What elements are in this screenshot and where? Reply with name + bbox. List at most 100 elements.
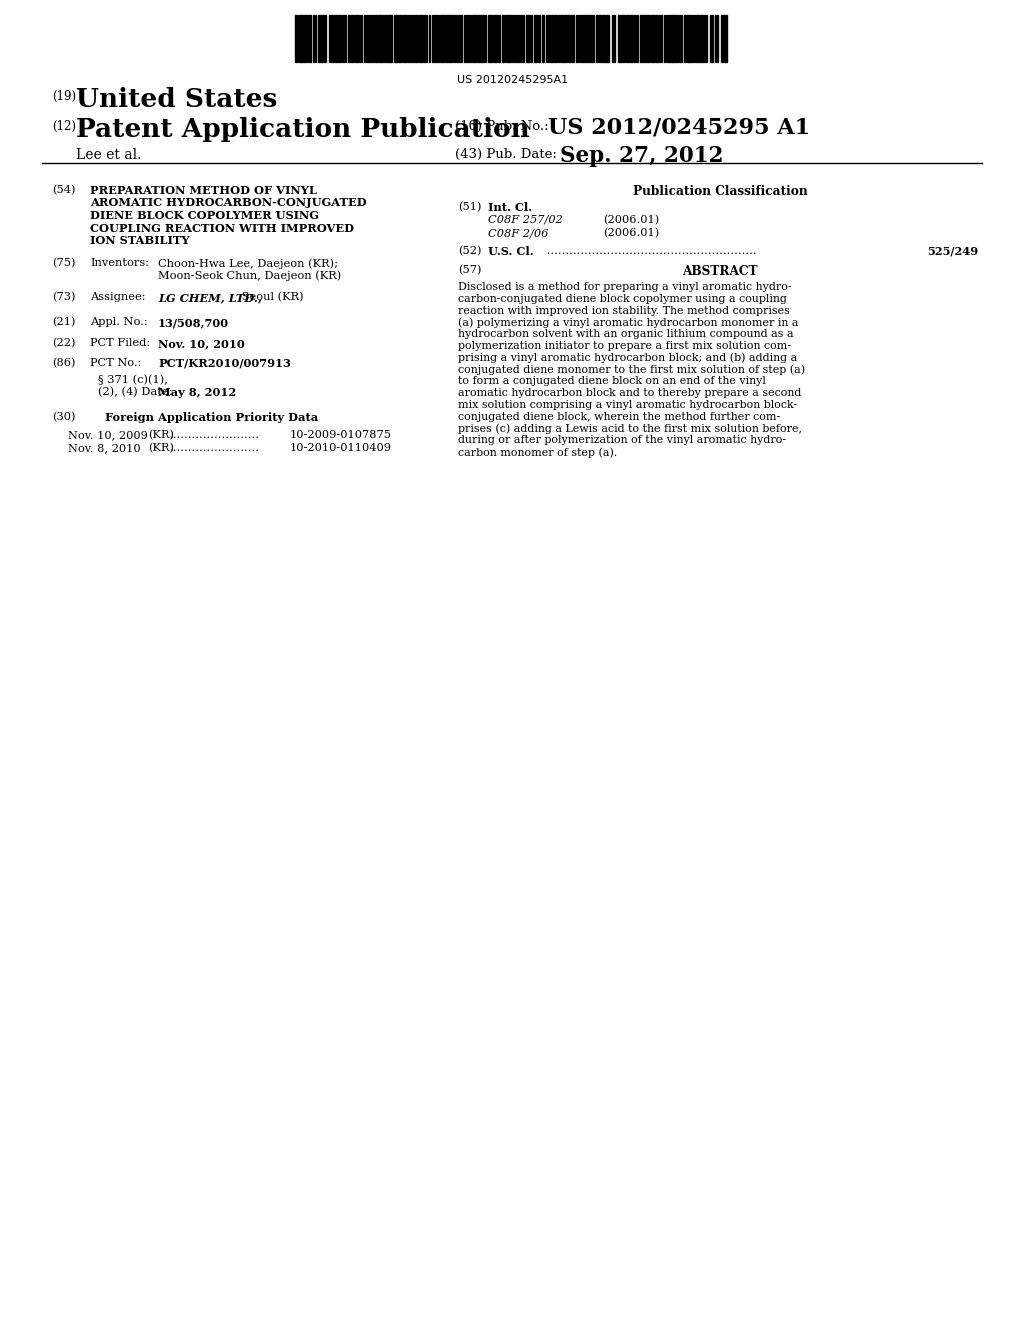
Text: (86): (86) [52,358,76,368]
Bar [480,15,484,62]
Text: § 371 (c)(1),: § 371 (c)(1), [98,375,168,385]
Bar [324,15,326,62]
Text: US 2012/0245295 A1: US 2012/0245295 A1 [548,117,810,139]
Text: (75): (75) [52,257,76,268]
Bar [636,15,638,62]
Bar [640,15,642,62]
Bar [655,15,658,62]
Bar [630,15,633,62]
Bar [675,15,677,62]
Text: (KR): (KR) [148,430,174,441]
Bar [668,15,670,62]
Bar [494,15,497,62]
Bar [592,15,594,62]
Text: hydrocarbon solvent with an organic lithium compound as a: hydrocarbon solvent with an organic lith… [458,329,794,339]
Bar [561,15,563,62]
Text: (KR): (KR) [148,444,174,453]
Text: (a) polymerizing a vinyl aromatic hydrocarbon monomer in a: (a) polymerizing a vinyl aromatic hydroc… [458,317,799,327]
Text: Patent Application Publication: Patent Application Publication [76,117,529,143]
Bar [466,15,468,62]
Bar [700,15,703,62]
Text: Foreign Application Priority Data: Foreign Application Priority Data [105,412,318,422]
Text: aromatic hydrocarbon block and to thereby prepare a second: aromatic hydrocarbon block and to thereb… [458,388,802,399]
Bar [618,15,621,62]
Bar [680,15,682,62]
Bar [394,15,397,62]
Text: carbon monomer of step (a).: carbon monomer of step (a). [458,447,617,458]
Text: PREPARATION METHOD OF VINYL: PREPARATION METHOD OF VINYL [90,185,316,195]
Bar [671,15,674,62]
Bar [488,15,490,62]
Bar [538,15,540,62]
Bar [434,15,436,62]
Text: 10-2010-0110409: 10-2010-0110409 [290,444,392,453]
Bar [550,15,553,62]
Bar [441,15,444,62]
Text: PCT/KR2010/007913: PCT/KR2010/007913 [158,358,291,370]
Bar [477,15,479,62]
Bar [424,15,427,62]
Bar [378,15,382,62]
Text: Disclosed is a method for preparing a vinyl aromatic hydro-: Disclosed is a method for preparing a vi… [458,282,792,292]
Bar [534,15,537,62]
Text: COUPLING REACTION WITH IMPROVED: COUPLING REACTION WITH IMPROVED [90,223,354,234]
Bar [404,15,406,62]
Text: (2006.01): (2006.01) [603,215,659,226]
Bar [652,15,654,62]
Text: Nov. 10, 2009: Nov. 10, 2009 [68,430,147,440]
Bar [338,15,340,62]
Bar [646,15,649,62]
Text: (21): (21) [52,317,76,327]
Bar [526,15,530,62]
Bar [643,15,645,62]
Text: PCT No.:: PCT No.: [90,358,141,368]
Bar [684,15,686,62]
Text: Inventors:: Inventors: [90,257,150,268]
Bar [449,15,451,62]
Bar [398,15,401,62]
Bar [622,15,624,62]
Text: (2), (4) Date:: (2), (4) Date: [98,387,172,397]
Text: ........................................................: ........................................… [543,246,757,256]
Bar [351,15,353,62]
Text: May 8, 2012: May 8, 2012 [158,387,237,399]
Bar [522,15,524,62]
Text: Publication Classification: Publication Classification [633,185,807,198]
Text: (54): (54) [52,185,76,195]
Bar [331,15,334,62]
Text: (73): (73) [52,292,76,302]
Bar [415,15,417,62]
Text: (51): (51) [458,202,481,213]
Bar [602,15,604,62]
Bar [721,15,723,62]
Bar [473,15,476,62]
Text: to form a conjugated diene block on an end of the vinyl: to form a conjugated diene block on an e… [458,376,766,387]
Bar [456,15,458,62]
Bar [599,15,601,62]
Text: ABSTRACT: ABSTRACT [682,265,758,279]
Text: during or after polymerization of the vinyl aromatic hydro-: during or after polymerization of the vi… [458,436,786,445]
Text: ........................: ........................ [170,430,260,440]
Text: (30): (30) [52,412,76,422]
Bar [696,15,699,62]
Bar [596,15,598,62]
Text: mix solution comprising a vinyl aromatic hydrocarbon block-: mix solution comprising a vinyl aromatic… [458,400,797,411]
Text: conjugated diene monomer to the first mix solution of step (a): conjugated diene monomer to the first mi… [458,364,805,375]
Text: AROMATIC HYDROCARBON-CONJUGATED: AROMATIC HYDROCARBON-CONJUGATED [90,198,367,209]
Bar [368,15,370,62]
Bar [498,15,500,62]
Bar [299,15,303,62]
Text: polymerization initiator to prepare a first mix solution com-: polymerization initiator to prepare a fi… [458,341,792,351]
Text: (10) Pub. No.:: (10) Pub. No.: [455,120,549,133]
Bar [687,15,691,62]
Text: conjugated diene block, wherein the method further com-: conjugated diene block, wherein the meth… [458,412,780,422]
Text: (43) Pub. Date:: (43) Pub. Date: [455,148,557,161]
Text: C08F 2/06: C08F 2/06 [488,228,549,238]
Text: (19): (19) [52,90,76,103]
Text: C08F 257/02: C08F 257/02 [488,215,563,224]
Bar [724,15,727,62]
Bar [582,15,585,62]
Text: United States: United States [76,87,278,112]
Bar [304,15,306,62]
Bar [309,15,311,62]
